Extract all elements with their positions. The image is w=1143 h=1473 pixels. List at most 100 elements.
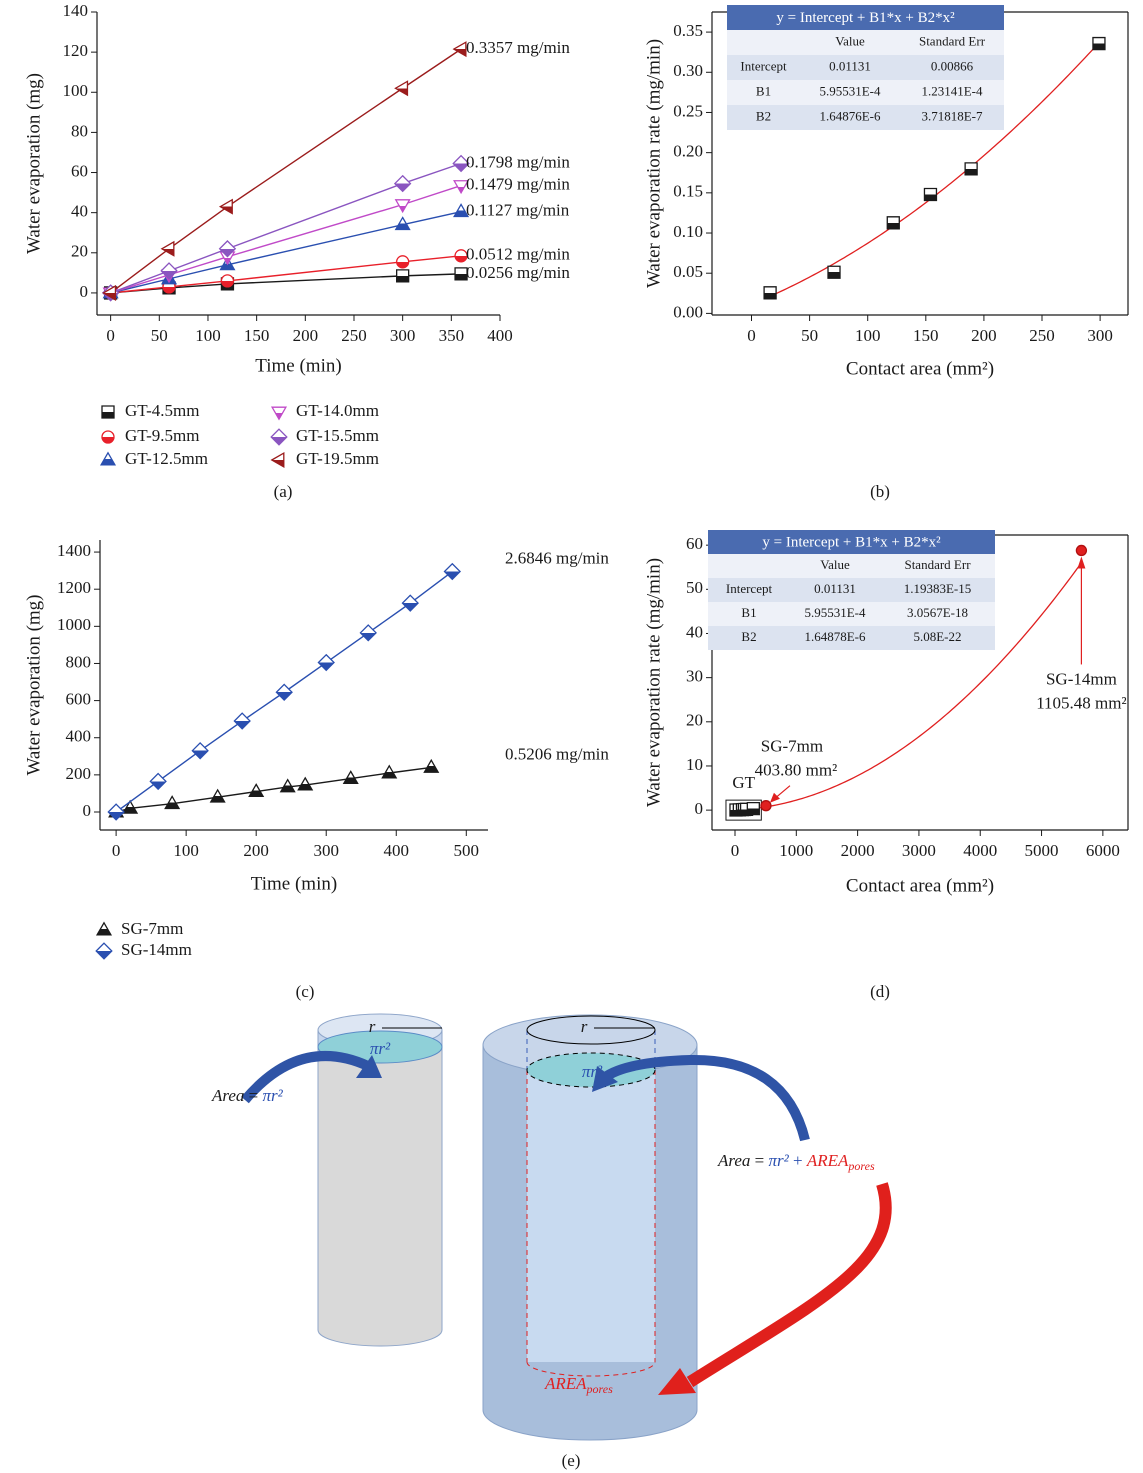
legend-label: GT-15.5mm: [296, 426, 379, 445]
formula-eq: =: [249, 1086, 259, 1105]
legend-marker: [95, 942, 113, 960]
y-tick-label: 20: [686, 711, 703, 730]
y-tick-label: 10: [686, 755, 703, 774]
arrow: [600, 1054, 810, 1142]
marker: [763, 286, 777, 300]
table-cell: 5.95531E-4: [804, 605, 866, 620]
y-axis-label: Water evaporation (mg): [23, 73, 44, 254]
x-axis-label: Time (min): [255, 355, 341, 376]
group-box: [725, 799, 762, 821]
x-tick-label: 0: [106, 326, 115, 345]
marker: [381, 764, 398, 779]
pointer-head: [1077, 556, 1086, 569]
y-tick-label: 0.35: [673, 21, 703, 40]
marker: [191, 742, 209, 760]
arrow-head: [592, 1066, 618, 1092]
caption: (c): [296, 982, 315, 1001]
diagram: r πr² Area = πr² r πr² Area = πr² + AREA…: [211, 1013, 892, 1470]
arrow-head: [356, 1055, 382, 1078]
x-tick-label: 250: [1029, 326, 1055, 345]
marker: [827, 265, 841, 279]
table-row-bg: [708, 578, 995, 602]
x-tick-label: 200: [293, 326, 319, 345]
y-tick-label: 0.15: [673, 182, 703, 201]
y-tick-label: 0: [695, 799, 704, 818]
x-tick-label: 300: [1087, 326, 1113, 345]
y-tick-label: 0.00: [673, 302, 703, 321]
marker: [396, 255, 410, 269]
marker: [423, 758, 440, 773]
marker: [218, 240, 237, 258]
marker: [886, 216, 900, 230]
y-tick-label: 0.05: [673, 262, 703, 281]
x-axis-label: Contact area (mm²): [846, 358, 994, 379]
marker: [454, 249, 468, 263]
marker: [923, 187, 938, 202]
y-tick-label: 60: [686, 534, 703, 553]
table-row-bg: [727, 55, 1004, 80]
y-axis-label: Water evaporation rate (mg/min): [643, 558, 664, 807]
x-tick-label: 6000: [1086, 841, 1120, 860]
rate-annotation: 0.0256 mg/min: [466, 263, 570, 282]
caption: (a): [274, 482, 293, 501]
pores-sub: pores: [586, 1382, 614, 1396]
y-tick-label: 100: [63, 81, 89, 100]
marker: [394, 216, 411, 231]
rate-annotation: 0.0512 mg/min: [466, 245, 570, 264]
marker: [160, 240, 175, 257]
legend-label: GT-12.5mm: [125, 449, 208, 468]
y-tick-label: 400: [66, 727, 92, 746]
table-cell: B2: [756, 108, 771, 123]
legend-marker: [101, 405, 115, 419]
formula: Area = πr² + AREApores: [717, 1151, 875, 1173]
series-line: [110, 48, 462, 294]
marker: [218, 198, 233, 215]
formula-pores-sub: pores: [847, 1159, 875, 1173]
table-cell: 0.00866: [931, 58, 974, 73]
marker: [746, 801, 760, 816]
marker: [317, 653, 335, 672]
legend-marker: [101, 430, 115, 444]
x-axis-label: Contact area (mm²): [846, 875, 994, 896]
marker: [248, 783, 265, 798]
legend-marker: [270, 406, 288, 421]
x-tick-label: 400: [384, 841, 410, 860]
y-tick-label: 0.25: [673, 101, 703, 120]
surface-label: πr²: [370, 1039, 391, 1058]
y-tick-label: 50: [686, 578, 703, 597]
marker: [359, 624, 377, 642]
table-header: Standard Err: [904, 557, 971, 572]
x-tick-label: 150: [913, 326, 939, 345]
table-cell: 5.08E-22: [913, 629, 961, 644]
x-tick-label: 100: [173, 841, 199, 860]
y-tick-label: 60: [71, 161, 88, 180]
x-tick-label: 350: [439, 326, 465, 345]
legend-label: SG-14mm: [121, 940, 192, 959]
inner-body: [527, 1070, 655, 1362]
formula: Area = πr²: [211, 1086, 284, 1105]
formula-rhs: πr²: [263, 1086, 284, 1105]
x-tick-label: 300: [390, 326, 416, 345]
y-tick-label: 20: [71, 242, 88, 261]
formula-rhs: πr²: [769, 1151, 790, 1170]
point-annotation: 1105.48 mm²: [1036, 693, 1126, 712]
table-cell: 1.19383E-15: [904, 581, 972, 596]
point-label: SG-7mm: [761, 737, 823, 756]
series-line: [115, 766, 432, 813]
inner-top: [526, 1015, 656, 1045]
formula-lhs: Area: [717, 1151, 750, 1170]
x-tick-label: 500: [454, 841, 480, 860]
marker: [107, 803, 125, 821]
y-tick-label: 800: [66, 652, 92, 671]
legend-label: GT-19.5mm: [296, 449, 379, 468]
table-row-bg: [708, 602, 995, 626]
table-cell: 1.23141E-4: [921, 83, 983, 98]
rate-annotation: 2.6846 mg/min: [505, 548, 609, 567]
rate-annotation: 0.1798 mg/min: [466, 152, 570, 171]
table-cell: 3.71818E-7: [921, 108, 983, 123]
table-cell: B1: [756, 83, 771, 98]
table-header-bg: [727, 30, 1004, 55]
table-row-bg: [727, 105, 1004, 130]
